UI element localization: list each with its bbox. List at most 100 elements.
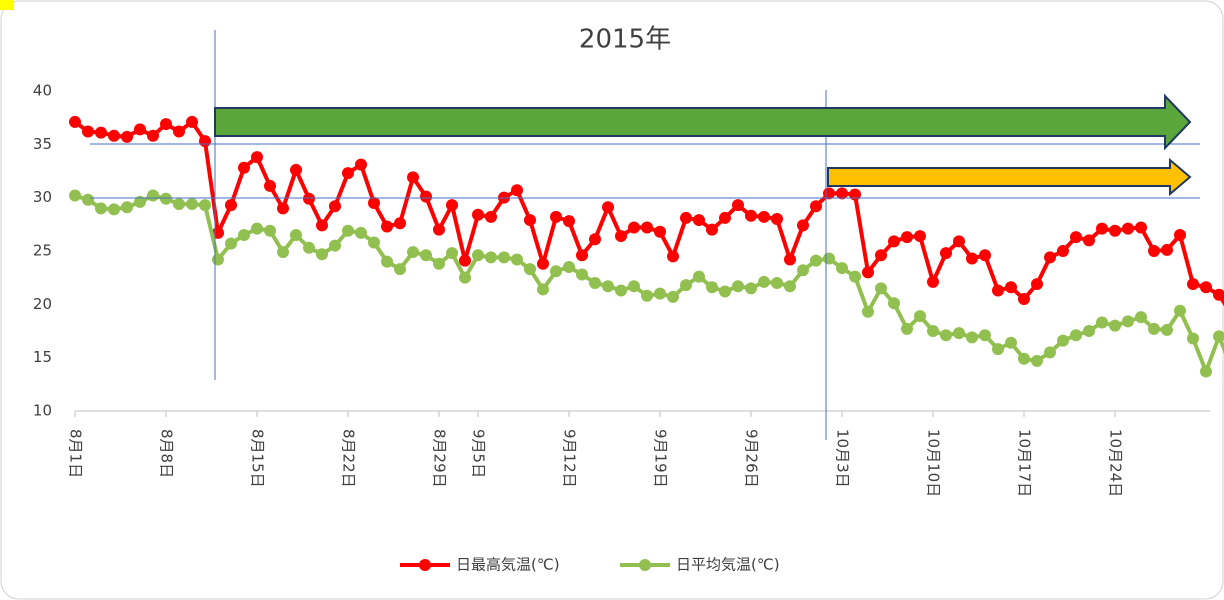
data-point	[1070, 231, 1082, 244]
data-point	[472, 249, 484, 262]
data-point	[654, 287, 666, 300]
data-point	[95, 202, 107, 215]
x-tick-label: 10月24日	[1107, 429, 1125, 497]
data-point	[1109, 224, 1121, 237]
data-point	[615, 284, 627, 297]
data-point	[82, 125, 94, 138]
data-point	[537, 257, 549, 270]
data-point	[1096, 316, 1108, 329]
data-point	[1005, 281, 1017, 294]
data-point	[719, 285, 731, 298]
data-point	[1200, 281, 1212, 294]
data-point	[160, 118, 172, 131]
data-point	[446, 247, 458, 260]
data-point	[342, 167, 354, 180]
data-point	[1187, 278, 1199, 291]
data-point	[706, 223, 718, 236]
data-point	[472, 208, 484, 221]
x-tick-label: 8月22日	[340, 429, 358, 488]
data-point	[433, 257, 445, 270]
data-point	[160, 192, 172, 205]
data-point	[407, 246, 419, 259]
legend-label: 日最高気温(℃)	[456, 556, 560, 574]
data-point	[407, 171, 419, 184]
data-point	[134, 123, 146, 136]
data-point	[732, 280, 744, 293]
data-point	[901, 322, 913, 335]
y-tick-label: 20	[33, 295, 52, 313]
data-point	[511, 184, 523, 197]
data-point	[927, 325, 939, 337]
data-point	[797, 219, 809, 232]
data-point	[1031, 354, 1043, 367]
data-point	[355, 226, 367, 239]
data-point	[576, 268, 588, 281]
data-point	[654, 225, 666, 238]
x-tick-label: 9月19日	[652, 429, 670, 488]
data-point	[69, 189, 81, 202]
data-point	[1135, 311, 1147, 324]
data-point	[121, 201, 133, 214]
data-point	[836, 187, 848, 200]
data-point	[108, 203, 120, 216]
x-tick-label: 10月17日	[1016, 429, 1034, 497]
y-tick-label: 10	[33, 402, 52, 420]
data-point	[914, 310, 926, 323]
data-point	[212, 253, 224, 266]
data-point	[589, 233, 601, 246]
data-point	[758, 210, 770, 223]
x-tick-label: 10月10日	[925, 429, 943, 497]
x-tick-label: 8月1日	[67, 429, 85, 478]
data-point	[1148, 245, 1160, 257]
data-point	[199, 199, 211, 212]
data-point	[355, 158, 367, 171]
data-point	[745, 209, 757, 222]
data-point	[537, 283, 549, 296]
data-point	[836, 262, 848, 275]
data-point	[576, 249, 588, 262]
data-point	[992, 284, 1004, 297]
data-point	[264, 179, 276, 192]
data-point	[82, 193, 94, 206]
green-arrow	[214, 93, 1192, 151]
data-point	[1135, 221, 1147, 234]
data-point	[1044, 251, 1056, 264]
data-point	[524, 214, 536, 227]
data-point	[459, 271, 471, 284]
data-point	[485, 251, 497, 264]
data-point	[186, 115, 198, 128]
data-point	[784, 253, 796, 266]
data-point	[563, 215, 575, 228]
data-point	[797, 264, 809, 277]
data-point	[95, 126, 107, 139]
data-point	[875, 249, 887, 262]
data-point	[303, 241, 315, 254]
data-point	[966, 331, 978, 344]
data-point	[1070, 329, 1082, 342]
data-point	[875, 282, 887, 295]
data-point	[602, 201, 614, 214]
y-tick-label: 25	[33, 242, 52, 260]
data-point	[1200, 365, 1212, 378]
data-point	[290, 229, 302, 241]
data-point	[1096, 222, 1108, 235]
data-point	[719, 211, 731, 224]
data-point	[940, 247, 952, 260]
data-point	[199, 135, 211, 148]
data-point	[563, 261, 575, 273]
data-point	[238, 161, 250, 174]
data-point	[1213, 330, 1224, 343]
data-point	[1083, 234, 1095, 247]
data-point	[1031, 278, 1043, 291]
data-point	[810, 200, 822, 213]
x-tick-label: 9月12日	[561, 429, 579, 488]
y-tick-label: 40	[33, 82, 52, 100]
data-point	[1174, 304, 1186, 317]
data-point	[940, 329, 952, 342]
corner-mark	[0, 0, 14, 10]
data-point	[862, 266, 874, 279]
data-point	[225, 199, 237, 212]
data-point	[914, 230, 926, 243]
data-point	[238, 229, 250, 241]
